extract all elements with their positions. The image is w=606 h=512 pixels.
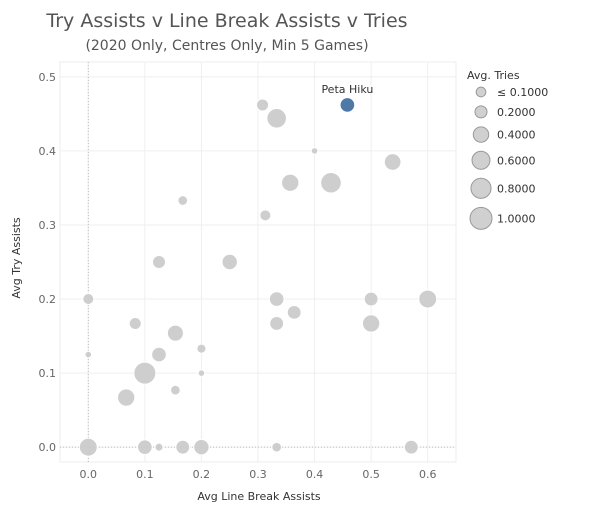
data-point [383,153,402,171]
data-point [361,314,381,333]
data-point [137,439,153,456]
data-point [271,441,283,453]
x-tick-label: 0.5 [362,468,380,481]
legend-size-marker [474,105,488,119]
x-axis-label: Avg Line Break Assists [197,490,321,503]
chart-title: Try Assists v Line Break Assists v Tries [45,10,407,32]
data-point [82,293,95,306]
y-tick-label: 0.1 [39,367,57,380]
data-point [117,388,136,407]
x-tick-label: 0.0 [80,468,98,481]
data-point [281,173,300,192]
legend-size-marker [469,206,493,230]
data-point [152,255,166,269]
data-point [78,437,98,457]
y-tick-label: 0.4 [39,145,57,158]
x-tick-label: 0.1 [136,468,154,481]
data-point [177,195,189,206]
data-point [363,291,379,307]
x-tick-label: 0.4 [306,468,324,481]
data-point [418,289,438,309]
legend-size-marker [470,177,492,199]
data-point [403,439,419,455]
legend-title: Avg. Tries [467,69,520,82]
legend-entry: ≤ 0.1000 [497,86,548,99]
data-point [154,442,164,452]
data-point [221,253,238,271]
highlight-annotation: Peta Hiku [321,83,373,96]
y-tick-label: 0.3 [39,219,57,232]
y-tick-label: 0.5 [39,71,57,84]
legend-entry: 0.8000 [497,182,536,195]
y-axis-ticks: 0.0 0.1 0.2 0.3 0.4 0.5 [39,71,57,454]
data-point [256,98,270,112]
y-tick-label: 0.0 [39,441,57,454]
data-point [266,108,287,129]
data-point [151,346,167,363]
data-point [259,209,272,222]
data-point [268,291,285,307]
data-point [84,350,93,359]
data-point [193,438,210,456]
legend-size-marker [471,150,491,170]
data-point [133,361,157,385]
data-point [128,316,142,331]
y-axis-label: Avg Try Assists [10,217,23,299]
gridlines [60,62,456,462]
legend-size-marker [475,86,487,98]
legend-entry: 1.0000 [497,212,536,225]
data-point [170,384,181,396]
data-point [196,343,207,354]
x-tick-label: 0.6 [419,468,437,481]
x-tick-label: 0.2 [193,468,211,481]
x-tick-label: 0.3 [249,468,267,481]
data-point [286,304,302,320]
data-point [269,316,285,331]
highlighted-point [339,97,356,113]
legend-entry: 0.4000 [497,129,536,142]
data-point [166,324,184,342]
y-tick-label: 0.2 [39,293,57,306]
legend-size-marker [472,126,490,143]
chart-subtitle: (2020 Only, Centres Only, Min 5 Games) [85,38,368,54]
data-points [78,97,438,457]
zero-lines [60,62,456,462]
data-point [175,439,191,455]
data-point [310,147,319,155]
x-axis-ticks: 0.0 0.1 0.2 0.3 0.4 0.5 0.6 [80,468,437,481]
data-point [197,369,206,377]
data-point [320,171,342,194]
legend: Avg. Tries ≤ 0.1000 0.2000 0.4000 0.6000 0.8… [467,69,548,230]
legend-entry: 0.6000 [497,154,536,167]
legend-entry: 0.2000 [497,106,536,119]
